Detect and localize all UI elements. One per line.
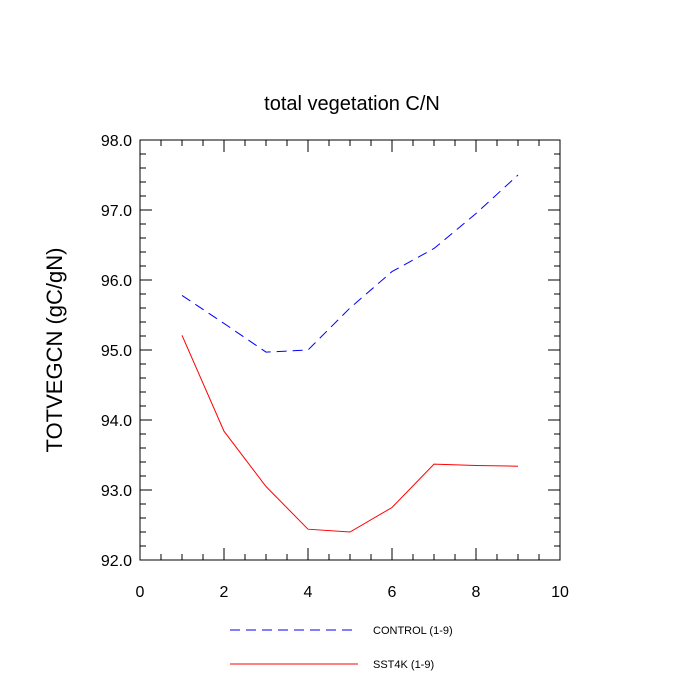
chart-title: total vegetation C/N — [264, 93, 440, 115]
y-tick-label: 96.0 — [101, 273, 132, 290]
x-tick-label: 4 — [304, 584, 313, 601]
x-tick-label: 8 — [472, 584, 481, 601]
y-axis-label: TOTVEGCN (gC/gN) — [42, 248, 67, 453]
legend-label-2: SST4K (1-9) — [373, 659, 434, 671]
x-tick-label: 2 — [220, 584, 229, 601]
series-line-2 — [181, 335, 519, 533]
y-tick-label: 92.0 — [101, 553, 132, 570]
x-tick-label: 10 — [551, 584, 569, 601]
y-tick-label: 98.0 — [101, 133, 132, 150]
x-tick-label: 0 — [136, 584, 145, 601]
legend-label-1: CONTROL (1-9) — [373, 625, 453, 637]
y-tick-label: 94.0 — [101, 413, 132, 430]
y-tick-label: 93.0 — [101, 483, 132, 500]
y-tick-label: 95.0 — [101, 343, 132, 360]
y-tick-label: 97.0 — [101, 203, 132, 220]
series-line-1 — [181, 174, 519, 353]
x-tick-label: 6 — [388, 584, 397, 601]
plot-area: 0 2 4 6 8 10 92.0 93.0 94.0 95.0 96.0 97.0 98.0 CONTR… — [101, 133, 569, 671]
